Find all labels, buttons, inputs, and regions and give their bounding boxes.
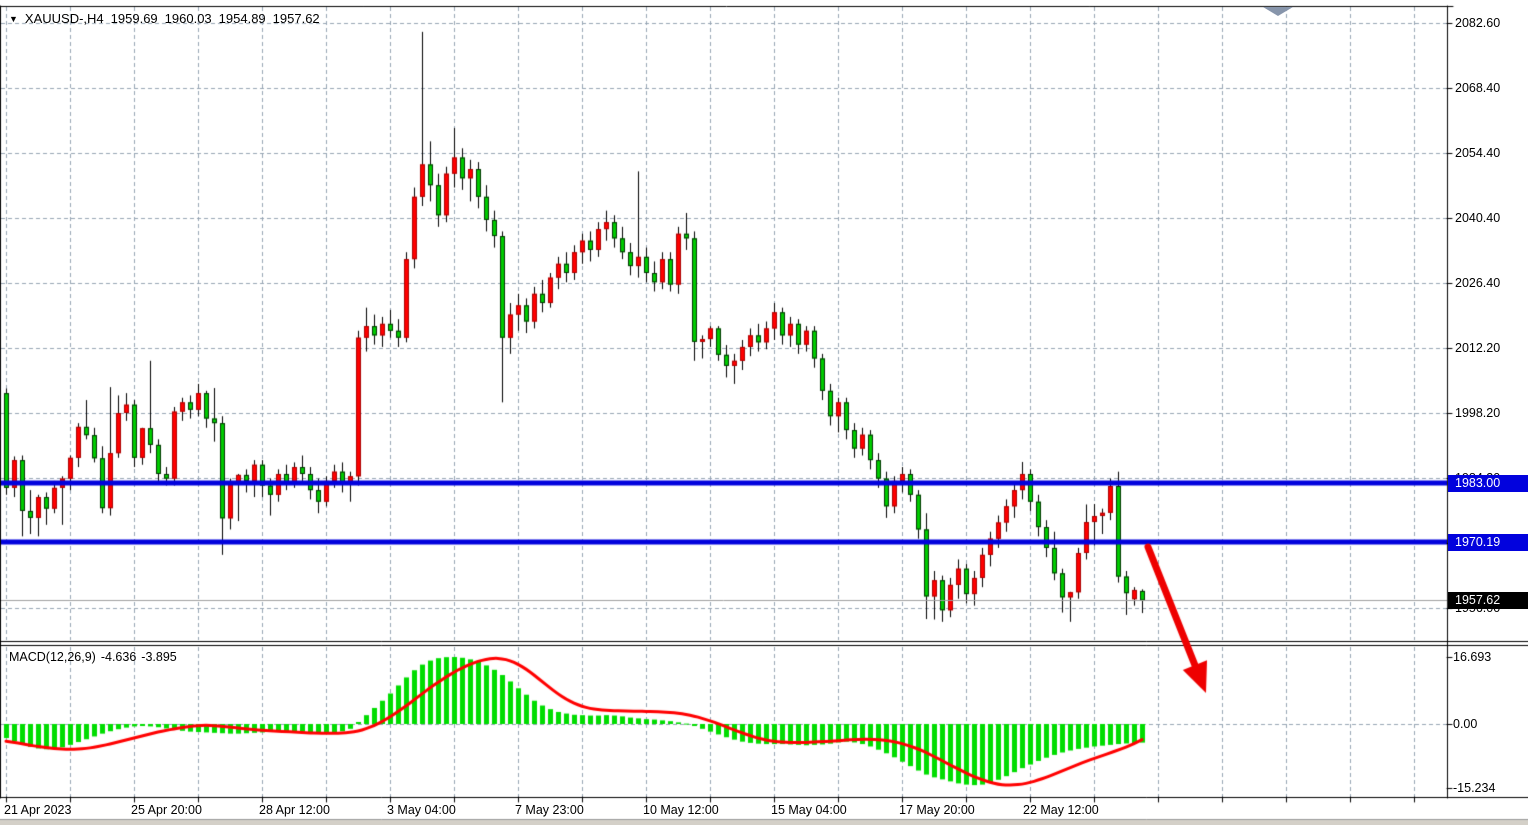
macd-value: -4.636	[100, 650, 137, 664]
macd-title: MACD(12,26,9)	[9, 650, 96, 664]
price-axis-label: 1998.20	[1455, 406, 1501, 420]
price-axis-label: 2012.20	[1455, 341, 1501, 355]
time-axis-label: 3 May 04:00	[387, 803, 456, 817]
symbol-header: ▼ XAUUSD-,H4 1959.69 1960.03 1954.89 1957.62	[9, 11, 320, 26]
price-axis-label: 2068.40	[1455, 81, 1501, 95]
support-level-badge: 1970.19	[1448, 534, 1528, 551]
time-axis-label: 28 Apr 12:00	[259, 803, 330, 817]
quote-low: 1954.89	[218, 11, 266, 26]
time-axis-label: 15 May 04:00	[771, 803, 847, 817]
price-axis-label: 2054.40	[1455, 146, 1501, 160]
chart-shift-marker-icon[interactable]	[1263, 7, 1293, 16]
symbol-dropdown-icon[interactable]: ▼	[9, 14, 18, 24]
macd-indicator-label: MACD(12,26,9) -4.636 -3.895	[9, 650, 182, 664]
quote-high: 1960.03	[164, 11, 212, 26]
macd-scale-min: -15.234	[1453, 781, 1496, 795]
macd-scale-zero: 0.00	[1453, 717, 1478, 731]
time-axis-label: 21 Apr 2023	[4, 803, 72, 817]
macd-scale-max: 16.693	[1453, 650, 1492, 664]
price-axis-label: 2026.40	[1455, 276, 1501, 290]
time-axis-label: 7 May 23:00	[515, 803, 584, 817]
time-axis-label: 25 Apr 20:00	[131, 803, 202, 817]
time-axis-label: 10 May 12:00	[643, 803, 719, 817]
last-price-badge: 1957.62	[1448, 592, 1528, 609]
macd-signal-value: -3.895	[141, 650, 177, 664]
quote-open: 1959.69	[110, 11, 158, 26]
resistance-level-badge: 1983.00	[1448, 475, 1528, 492]
time-axis-label: 17 May 20:00	[899, 803, 975, 817]
time-axis-label: 22 May 12:00	[1023, 803, 1099, 817]
price-axis-label: 2082.60	[1455, 16, 1501, 30]
symbol-label: XAUUSD-,H4	[24, 11, 104, 26]
price-axis-label: 2040.40	[1455, 211, 1501, 225]
quote-close: 1957.62	[272, 11, 320, 26]
